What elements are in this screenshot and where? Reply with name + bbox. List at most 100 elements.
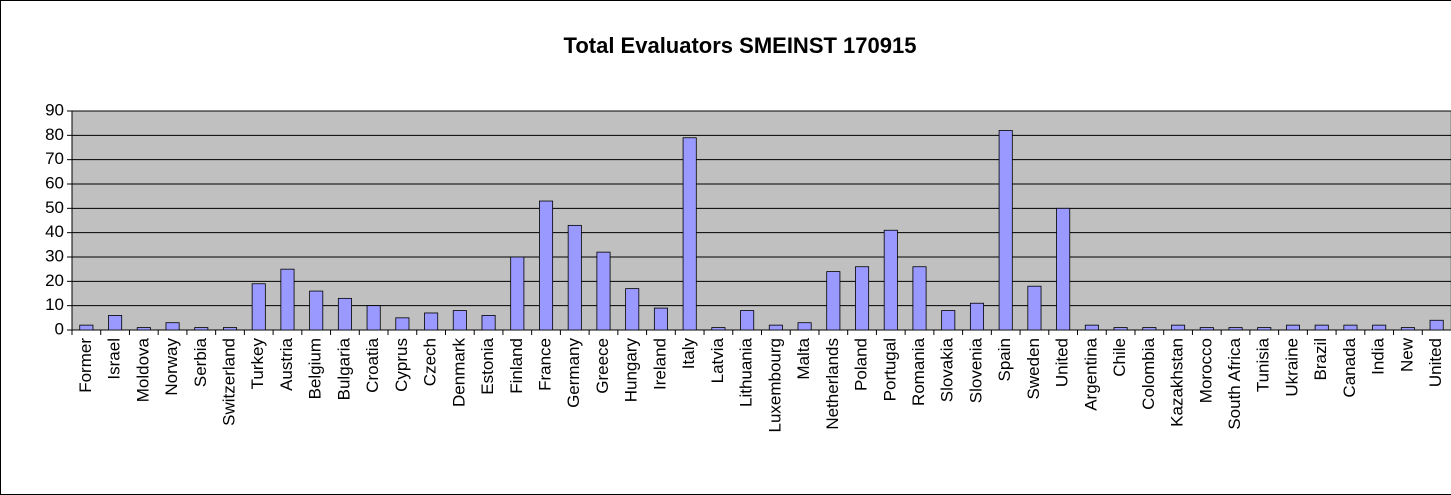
bar (567, 224, 582, 331)
bar (711, 327, 726, 331)
x-tick-label: Portugal (880, 338, 899, 401)
x-tick-label: Czech (421, 338, 440, 386)
bar (682, 137, 697, 331)
x-tick-label: Romania (909, 337, 928, 406)
x-tick-label: Belgium (306, 338, 325, 399)
x-tick-label: France (536, 338, 555, 391)
bar (1056, 207, 1071, 331)
bar (826, 271, 841, 331)
bar (768, 324, 783, 331)
x-tick-label: Spain (995, 338, 1014, 381)
x-tick-label: Italy (679, 338, 698, 370)
y-tick-label: 80 (45, 125, 64, 144)
x-tick-label: Estonia (478, 337, 497, 394)
bar (1142, 327, 1157, 331)
x-tick-label: Slovenia (966, 337, 985, 403)
bar (740, 310, 755, 331)
bar (108, 314, 123, 331)
x-tick-label: Tunisia (1254, 337, 1273, 392)
bar (1285, 324, 1300, 331)
bar (194, 327, 209, 331)
x-tick-label: Luxembourg (765, 338, 784, 433)
bar (1429, 319, 1444, 331)
bar (452, 310, 467, 331)
y-tick-label: 40 (45, 222, 64, 241)
x-tick-label: Sweden (1024, 338, 1043, 399)
x-tick-label: Croatia (363, 337, 382, 392)
x-tick-label: Denmark (449, 338, 468, 407)
bar (1027, 285, 1042, 331)
x-tick-label: Bulgaria (334, 337, 353, 400)
x-tick-label: Switzerland (219, 338, 238, 426)
bar (251, 283, 266, 331)
y-tick-label: 60 (45, 173, 64, 192)
bar (855, 266, 870, 331)
x-tick-label: Serbia (191, 337, 210, 387)
bar (912, 266, 927, 331)
bar (280, 268, 295, 331)
x-tick-label: Morocco (1196, 338, 1215, 403)
bar (79, 324, 94, 331)
x-tick-label: Greece (593, 338, 612, 394)
x-tick-label: Germany (564, 338, 583, 408)
x-tick-label: Canada (1340, 337, 1359, 397)
x-tick-label: India (1369, 337, 1388, 374)
x-tick-label: Colombia (1139, 337, 1158, 409)
x-tick-label: Slovakia (938, 337, 957, 402)
x-tick-label: United (1053, 338, 1072, 387)
x-tick-label: South Africa (1225, 337, 1244, 429)
y-tick-label: 70 (45, 149, 64, 168)
x-tick-label: Austria (277, 337, 296, 390)
x-tick-label: Chile (1110, 338, 1129, 377)
x-tick-label: Latvia (708, 337, 727, 383)
bar (165, 322, 180, 331)
bar (998, 130, 1013, 331)
bar (941, 310, 956, 331)
bar (395, 317, 410, 331)
bar (223, 327, 238, 331)
x-tick-label: Lithuania (737, 337, 756, 407)
x-tick-label: Norway (162, 338, 181, 396)
bar (883, 229, 898, 331)
bar (625, 288, 640, 331)
bar (337, 297, 352, 331)
bar (1171, 324, 1186, 331)
bar (969, 302, 984, 331)
x-tick-label: Finland (507, 338, 526, 394)
bar (797, 322, 812, 331)
x-tick-label: United (1426, 338, 1445, 387)
bar (366, 305, 381, 331)
y-tick-label: 0 (55, 319, 64, 338)
bar (1400, 327, 1415, 331)
x-tick-label: Cyprus (392, 338, 411, 392)
x-tick-label: Ireland (650, 338, 669, 390)
bar (596, 251, 611, 331)
chart-title: Total Evaluators SMEINST 170915 (564, 33, 917, 58)
x-tick-label: Argentina (1081, 337, 1100, 410)
bar (539, 200, 554, 331)
bar (510, 256, 525, 331)
bar (1257, 327, 1272, 331)
bar (1372, 324, 1387, 331)
bar (653, 307, 668, 331)
y-tick-label: 90 (45, 100, 64, 119)
bar (1314, 324, 1329, 331)
bar (1228, 327, 1243, 331)
bar (1343, 324, 1358, 331)
y-tick-label: 50 (45, 198, 64, 217)
bar (424, 312, 439, 331)
x-tick-label: Israel (105, 338, 124, 380)
plot-area (71, 110, 1451, 331)
y-tick-label: 30 (45, 246, 64, 265)
x-tick-label: Malta (794, 337, 813, 379)
y-tick-label: 20 (45, 271, 64, 290)
x-tick-label: Former (76, 338, 95, 393)
bar (1113, 327, 1128, 331)
x-tick-label: Ukraine (1282, 338, 1301, 397)
bar (309, 290, 324, 331)
bar (1199, 327, 1214, 331)
x-tick-label: Kazakhstan (1168, 338, 1187, 427)
bar (481, 314, 496, 331)
bar (136, 327, 151, 331)
